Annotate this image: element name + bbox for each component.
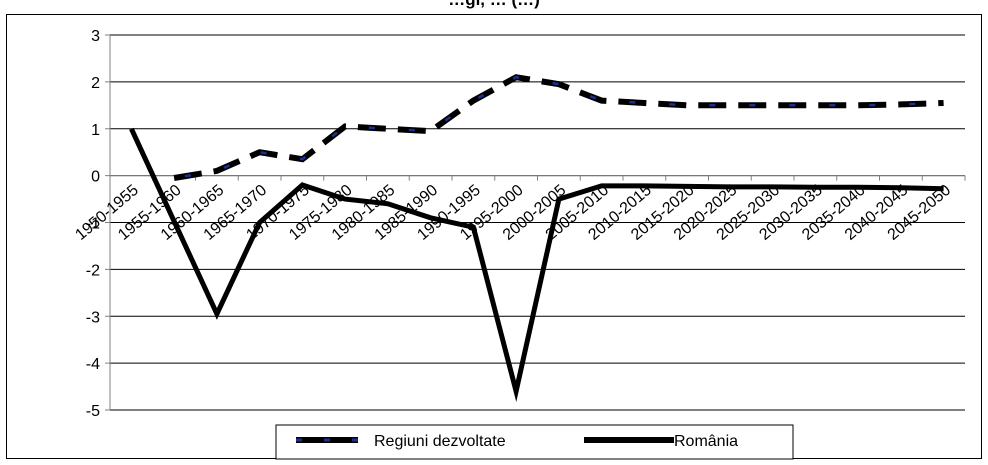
point-regiuni-dezvoltate (899, 102, 903, 106)
point-regiuni-dezvoltate (685, 103, 689, 107)
y-tick-label: -4 (86, 356, 100, 373)
gridlines (110, 34, 965, 411)
point-romania (685, 184, 689, 188)
y-tick-labels: 3 2 1 0 -1 -2 -3 -4 -5 (86, 28, 100, 420)
point-regiuni-dezvoltate (942, 101, 946, 105)
point-romania (514, 389, 518, 393)
point-regiuni-dezvoltate (429, 129, 433, 133)
legend: Regiuni dezvoltate România (275, 424, 794, 460)
point-romania (771, 185, 775, 189)
point-regiuni-dezvoltate (600, 99, 604, 103)
series-line-romania (129, 127, 944, 402)
point-regiuni-dezvoltate (471, 99, 475, 103)
point-regiuni-dezvoltate (771, 103, 775, 107)
point-romania (600, 184, 604, 188)
x-tick-labels: 1950-19551955-19601960-19651965-19701970… (72, 182, 954, 244)
y-tick-label: -2 (86, 262, 100, 279)
y-tick-label: 0 (91, 169, 100, 186)
y-tick-label: 1 (91, 122, 100, 139)
axes (105, 34, 966, 411)
point-romania (258, 221, 262, 225)
point-regiuni-dezvoltate (172, 176, 176, 180)
point-romania (343, 197, 347, 201)
point-romania (557, 197, 561, 201)
legend-label-regiuni: Regiuni dezvoltate (374, 433, 506, 450)
point-regiuni-dezvoltate (386, 127, 390, 131)
point-romania (813, 185, 817, 189)
y-tick-label: -1 (86, 216, 100, 233)
point-regiuni-dezvoltate (343, 124, 347, 128)
line-chart: 3 2 1 0 -1 -2 -3 -4 -5 1950-19551955-19601960-19… (72, 28, 966, 460)
chart-title: …gi, … (…) (0, 0, 988, 10)
legend-label-romania: România (674, 433, 738, 450)
chart-frame: 3 2 1 0 -1 -2 -3 -4 -5 1950-1955 1955-1960 1960-19… (6, 14, 982, 460)
point-regiuni-dezvoltate (215, 169, 219, 173)
point-regiuni-dezvoltate (258, 150, 262, 154)
y-tick-label: 3 (91, 28, 100, 45)
series-line-regiuni-dezvoltate (173, 74, 944, 181)
point-regiuni-dezvoltate (300, 157, 304, 161)
point-regiuni-dezvoltate (813, 103, 817, 107)
point-romania (215, 312, 219, 316)
point-romania (129, 127, 133, 131)
point-regiuni-dezvoltate (728, 103, 732, 107)
y-tick-label: 2 (91, 75, 100, 92)
point-regiuni-dezvoltate (856, 103, 860, 107)
point-romania (942, 187, 946, 191)
point-romania (642, 184, 646, 188)
point-regiuni-dezvoltate (642, 101, 646, 105)
point-regiuni-dezvoltate (557, 82, 561, 86)
point-romania (899, 186, 903, 190)
point-regiuni-dezvoltate (514, 75, 518, 79)
point-romania (429, 216, 433, 220)
y-tick-label: -3 (86, 309, 100, 326)
point-romania (300, 183, 304, 187)
point-romania (856, 185, 860, 189)
y-tick-label: -5 (86, 403, 100, 420)
series-lines (129, 74, 946, 402)
series-line-regiuni-dezvoltate-accent (173, 75, 944, 180)
legend-box (275, 424, 794, 460)
point-romania (386, 202, 390, 206)
point-romania (471, 225, 475, 229)
point-romania (728, 185, 732, 189)
